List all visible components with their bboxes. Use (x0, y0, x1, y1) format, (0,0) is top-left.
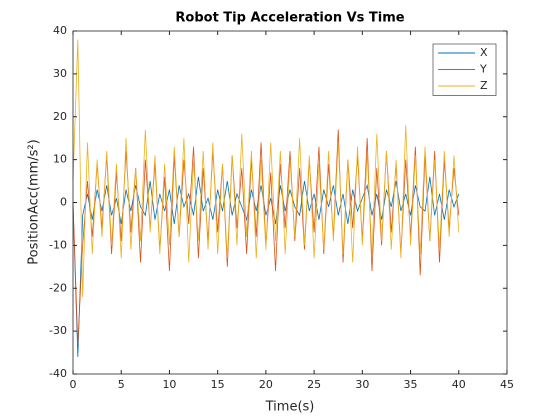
x-tick-label: 15 (211, 378, 225, 391)
x-tick-label: 0 (70, 378, 77, 391)
y-axis-label: PositionAcc(mm/s²) (27, 139, 42, 264)
y-tick-label: 20 (53, 110, 67, 123)
chart-title: Robot Tip Acceleration Vs Time (175, 11, 404, 26)
series-line (72, 39, 460, 297)
x-tick-label: 5 (118, 378, 125, 391)
x-axis-label: Time(s) (265, 400, 315, 415)
legend-label: X (480, 46, 488, 59)
x-tick-label: 10 (162, 378, 176, 391)
y-tick-label: 40 (53, 24, 67, 37)
y-tick-label: -30 (49, 324, 67, 337)
x-tick-label: 40 (452, 378, 466, 391)
x-tick-label: 20 (259, 378, 273, 391)
x-tick-label: 45 (500, 378, 514, 391)
y-tick-label: 10 (53, 153, 67, 166)
x-tick-label: 35 (404, 378, 418, 391)
x-tick-label: 30 (355, 378, 369, 391)
y-tick-label: -20 (49, 281, 67, 294)
y-tick-label: 0 (60, 196, 67, 209)
legend-label: Y (479, 63, 487, 76)
y-tick-label: 30 (53, 67, 67, 80)
legend-label: Z (480, 79, 488, 92)
x-tick-label: 25 (307, 378, 321, 391)
y-tick-label: -40 (49, 367, 67, 380)
y-tick-label: -10 (49, 238, 67, 251)
